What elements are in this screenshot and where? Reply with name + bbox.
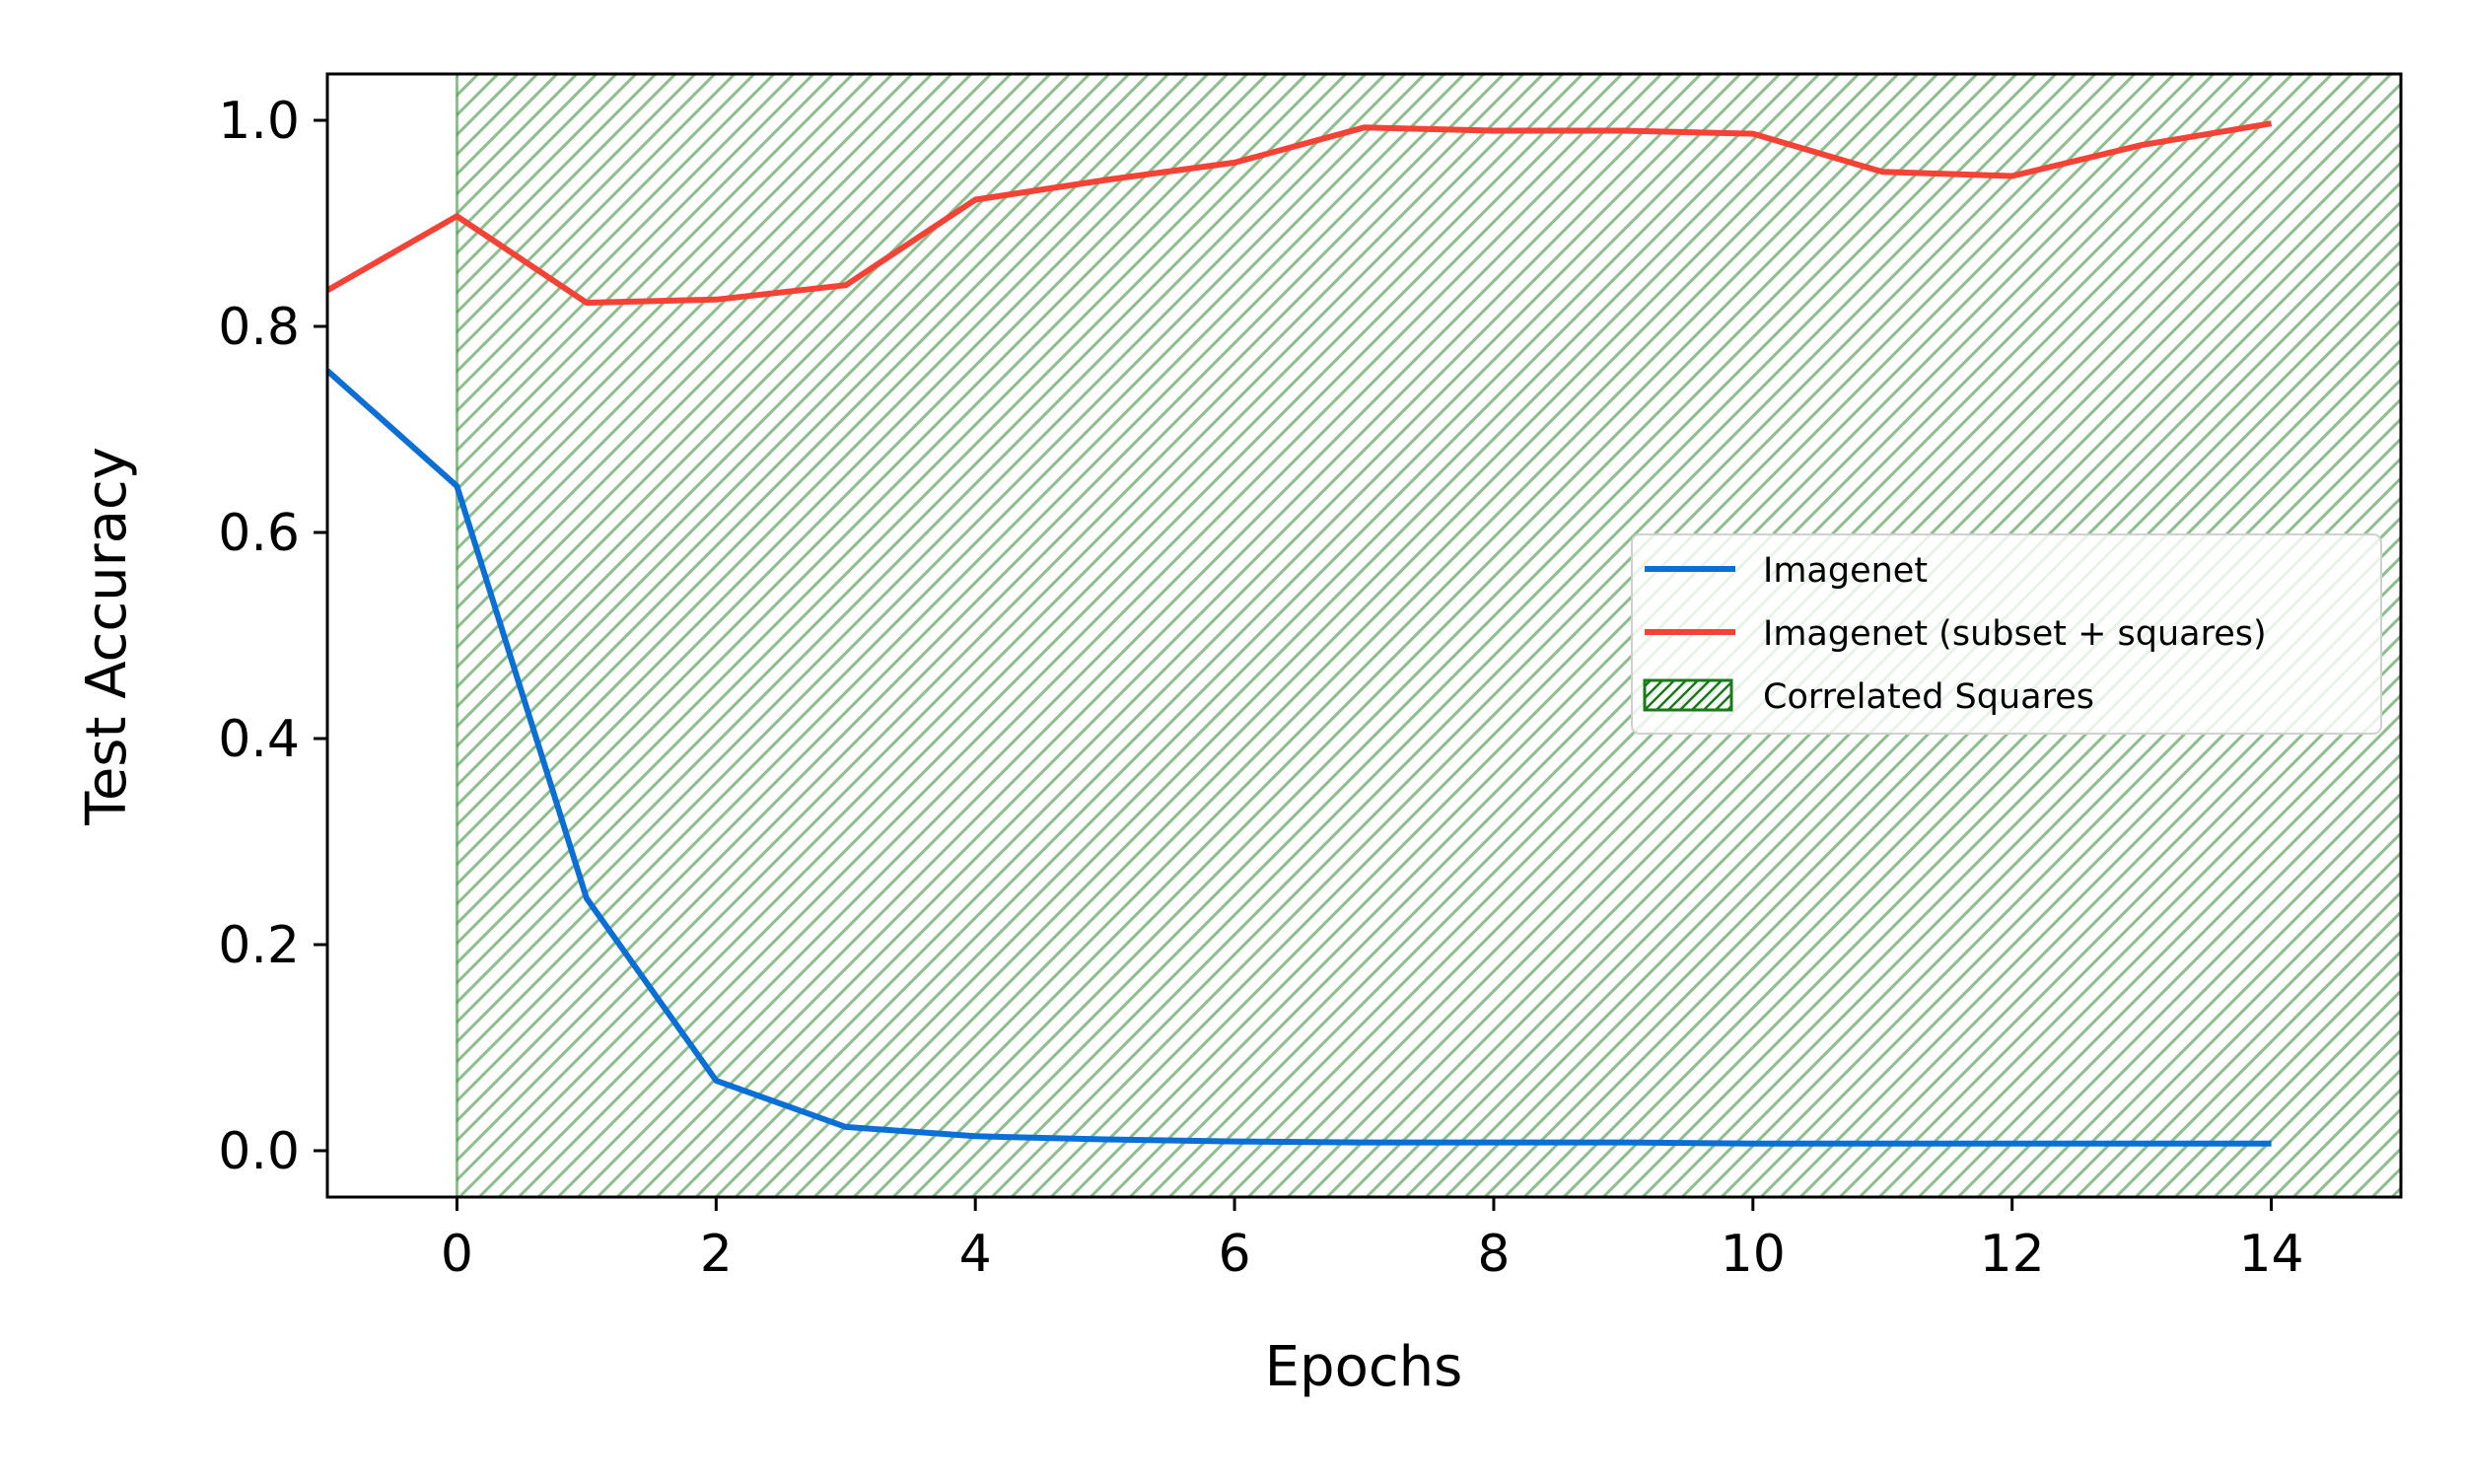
series-line-1	[327, 120, 2273, 306]
y-tick-label: 0.6	[218, 504, 300, 563]
y-tick-label: 0.8	[218, 298, 300, 357]
legend-label-imagenet: Imagenet	[1763, 551, 1928, 591]
y-tick-label: 0.2	[218, 916, 300, 975]
legend-swatch-correlated-squares	[1643, 678, 1733, 712]
x-tick-label: 6	[1219, 1225, 1251, 1284]
y-tick-label: 0.4	[218, 710, 300, 769]
series-line-0	[327, 368, 2272, 1147]
x-axis-label: Epochs	[1265, 1335, 1463, 1399]
x-tick-label: 4	[959, 1225, 992, 1284]
legend-label-imagenet-subset: Imagenet (subset + squares)	[1763, 614, 2267, 654]
legend-box	[1631, 533, 2382, 735]
x-tick-label: 10	[1721, 1225, 1786, 1284]
y-axis-label: Test Accuracy	[75, 447, 139, 826]
x-tick-label: 12	[1980, 1225, 2045, 1284]
y-tick-label: 0.0	[218, 1122, 300, 1181]
plot-frame	[325, 72, 2403, 1199]
y-tick-label: 1.0	[218, 92, 300, 151]
x-tick-label: 0	[441, 1225, 473, 1284]
x-tick-label: 14	[2238, 1225, 2303, 1284]
legend: Imagenet Imagenet (subset + squares) Cor…	[1631, 533, 2382, 735]
x-tick-label: 2	[700, 1225, 733, 1284]
x-tick-label: 8	[1477, 1225, 1510, 1284]
legend-label-correlated-squares: Correlated Squares	[1763, 677, 2094, 717]
